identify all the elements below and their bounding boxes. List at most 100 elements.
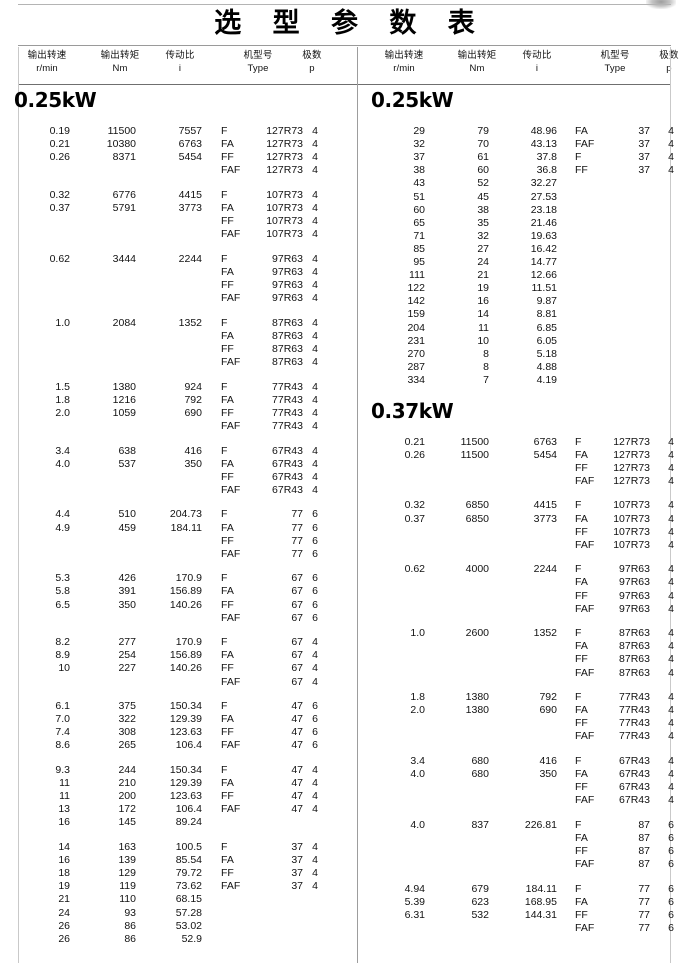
column-header-right-5: 极数 p [627, 49, 689, 75]
cell-ratio: 792 [184, 393, 202, 406]
cell-output-torque: 1216 [112, 393, 136, 406]
cell-output-torque: 7 [483, 373, 489, 386]
cell-type-prefix: FA [575, 895, 588, 908]
cell-output-torque: 1380 [465, 704, 489, 717]
cell-type-size: 47 [291, 803, 303, 816]
cell-type-size: 47 [291, 713, 303, 726]
cell-pole-count: 4 [312, 636, 318, 649]
cell-output-speed: 4.0 [55, 457, 70, 470]
table-row: FF 87R63 4 [357, 653, 689, 666]
cell-ratio: 350 [184, 457, 202, 470]
cell-type-prefix: FF [575, 461, 588, 474]
cell-pole-count: 4 [668, 576, 674, 589]
cell-type-size: 67 [291, 598, 303, 611]
cell-output-speed: 11 [59, 777, 70, 790]
cell-pole-count: 4 [668, 717, 674, 730]
cell-ratio: 5454 [533, 448, 557, 461]
cell-ratio: 6.05 [536, 334, 557, 347]
cell-type-size: 107R73 [613, 499, 650, 512]
cell-pole-count: 4 [668, 653, 674, 666]
cell-output-torque: 35 [477, 216, 489, 229]
cell-type-prefix: F [575, 882, 582, 895]
table-row: 0.37 6850 3773 FA 107R73 4 [357, 513, 689, 526]
cell-type-prefix: FAF [575, 730, 595, 743]
table-row: 8.2 277 170.9 F 67 4 [0, 636, 357, 649]
cell-type-prefix: FAF [575, 666, 595, 679]
cell-ratio: 4415 [533, 499, 557, 512]
cell-output-torque: 623 [471, 895, 489, 908]
cell-type-prefix: FA [575, 832, 588, 844]
cell-type-size: 87 [638, 858, 650, 871]
cell-pole-count: 4 [668, 704, 674, 717]
cell-pole-count: 4 [668, 448, 674, 461]
cell-output-speed: 270 [407, 347, 425, 360]
cell-output-speed: 122 [407, 282, 425, 295]
table-row: 11 210 129.39 FA 47 4 [0, 777, 357, 790]
table-row: FF 107R73 4 [357, 526, 689, 539]
column-header-en: Nm [112, 63, 128, 74]
table-row: 1.0 2600 1352 F 87R63 4 [357, 627, 689, 640]
cell-type-prefix: FF [221, 726, 234, 739]
cell-output-speed: 287 [407, 360, 425, 373]
cell-pole-count: 4 [312, 880, 318, 893]
cell-pole-count: 4 [668, 461, 674, 474]
cell-type-prefix: FAF [221, 483, 241, 496]
cell-output-torque: 19 [477, 282, 489, 295]
cell-pole-count: 4 [668, 151, 674, 164]
power-rating-heading: 0.37kW [371, 398, 454, 423]
cell-type-size: 47 [291, 764, 303, 776]
table-row: FAF 87R63 4 [0, 356, 357, 369]
table-row: 51 45 27.53 [357, 191, 689, 204]
cell-output-speed: 0.37 [404, 512, 425, 525]
cell-type-prefix: FAF [221, 419, 241, 432]
cell-output-speed: 142 [407, 295, 425, 308]
cell-pole-count: 6 [312, 598, 318, 611]
table-row: FAF 127R73 4 [357, 475, 689, 488]
cell-type-size: 87R63 [272, 329, 303, 342]
cell-type-prefix: FA [575, 576, 588, 589]
cell-pole-count: 6 [312, 713, 318, 726]
cell-pole-count: 4 [312, 470, 318, 483]
cell-output-speed: 29 [413, 125, 425, 137]
cell-ratio: 168.95 [524, 895, 557, 908]
cell-type-size: 77 [291, 534, 303, 547]
cell-pole-count: 4 [312, 252, 318, 265]
cell-ratio: 5.18 [536, 347, 557, 360]
cell-type-prefix: F [221, 636, 228, 649]
cell-type-size: 87 [638, 832, 650, 844]
cell-type-size: 37 [638, 151, 650, 164]
cell-pole-count: 6 [312, 508, 318, 521]
cell-pole-count: 6 [668, 882, 674, 895]
cell-output-torque: 8 [483, 360, 489, 373]
cell-output-torque: 61 [477, 151, 489, 164]
cell-output-speed: 2.0 [410, 704, 425, 717]
cell-ratio: 3773 [178, 202, 202, 214]
cell-type-size: 107R73 [613, 525, 650, 538]
cell-type-size: 127R73 [266, 138, 303, 151]
cell-output-torque: 227 [118, 662, 136, 675]
cell-ratio: 184.11 [170, 521, 202, 534]
cell-type-prefix: F [575, 499, 582, 512]
cell-pole-count: 4 [668, 499, 674, 512]
cell-type-size: 37 [291, 841, 303, 853]
cell-type-prefix: F [575, 627, 582, 640]
table-row: 231 10 6.05 [357, 335, 689, 348]
cell-type-prefix: FAF [575, 474, 595, 487]
cell-type-prefix: FF [575, 845, 588, 858]
cell-pole-count: 4 [668, 755, 674, 767]
cell-ratio: 23.18 [530, 203, 557, 216]
cell-type-size: 77R43 [619, 717, 650, 730]
cell-output-speed: 95 [413, 256, 425, 268]
cell-type-size: 97R63 [619, 576, 650, 589]
cell-type-prefix: FA [575, 448, 588, 461]
cell-pole-count: 4 [312, 790, 318, 803]
cell-output-speed: 19 [58, 880, 70, 893]
cell-output-speed: 0.19 [49, 125, 70, 137]
table-row: FAF 77 6 [0, 548, 357, 561]
table-row: 8.6 265 106.4 FAF 47 6 [0, 739, 357, 752]
table-row: 204 11 6.85 [357, 322, 689, 335]
cell-type-size: 87 [638, 845, 650, 858]
cell-pole-count: 6 [668, 895, 674, 908]
cell-output-torque: 45 [477, 190, 489, 203]
table-row: 38 60 36.8 FF 37 4 [357, 164, 689, 177]
